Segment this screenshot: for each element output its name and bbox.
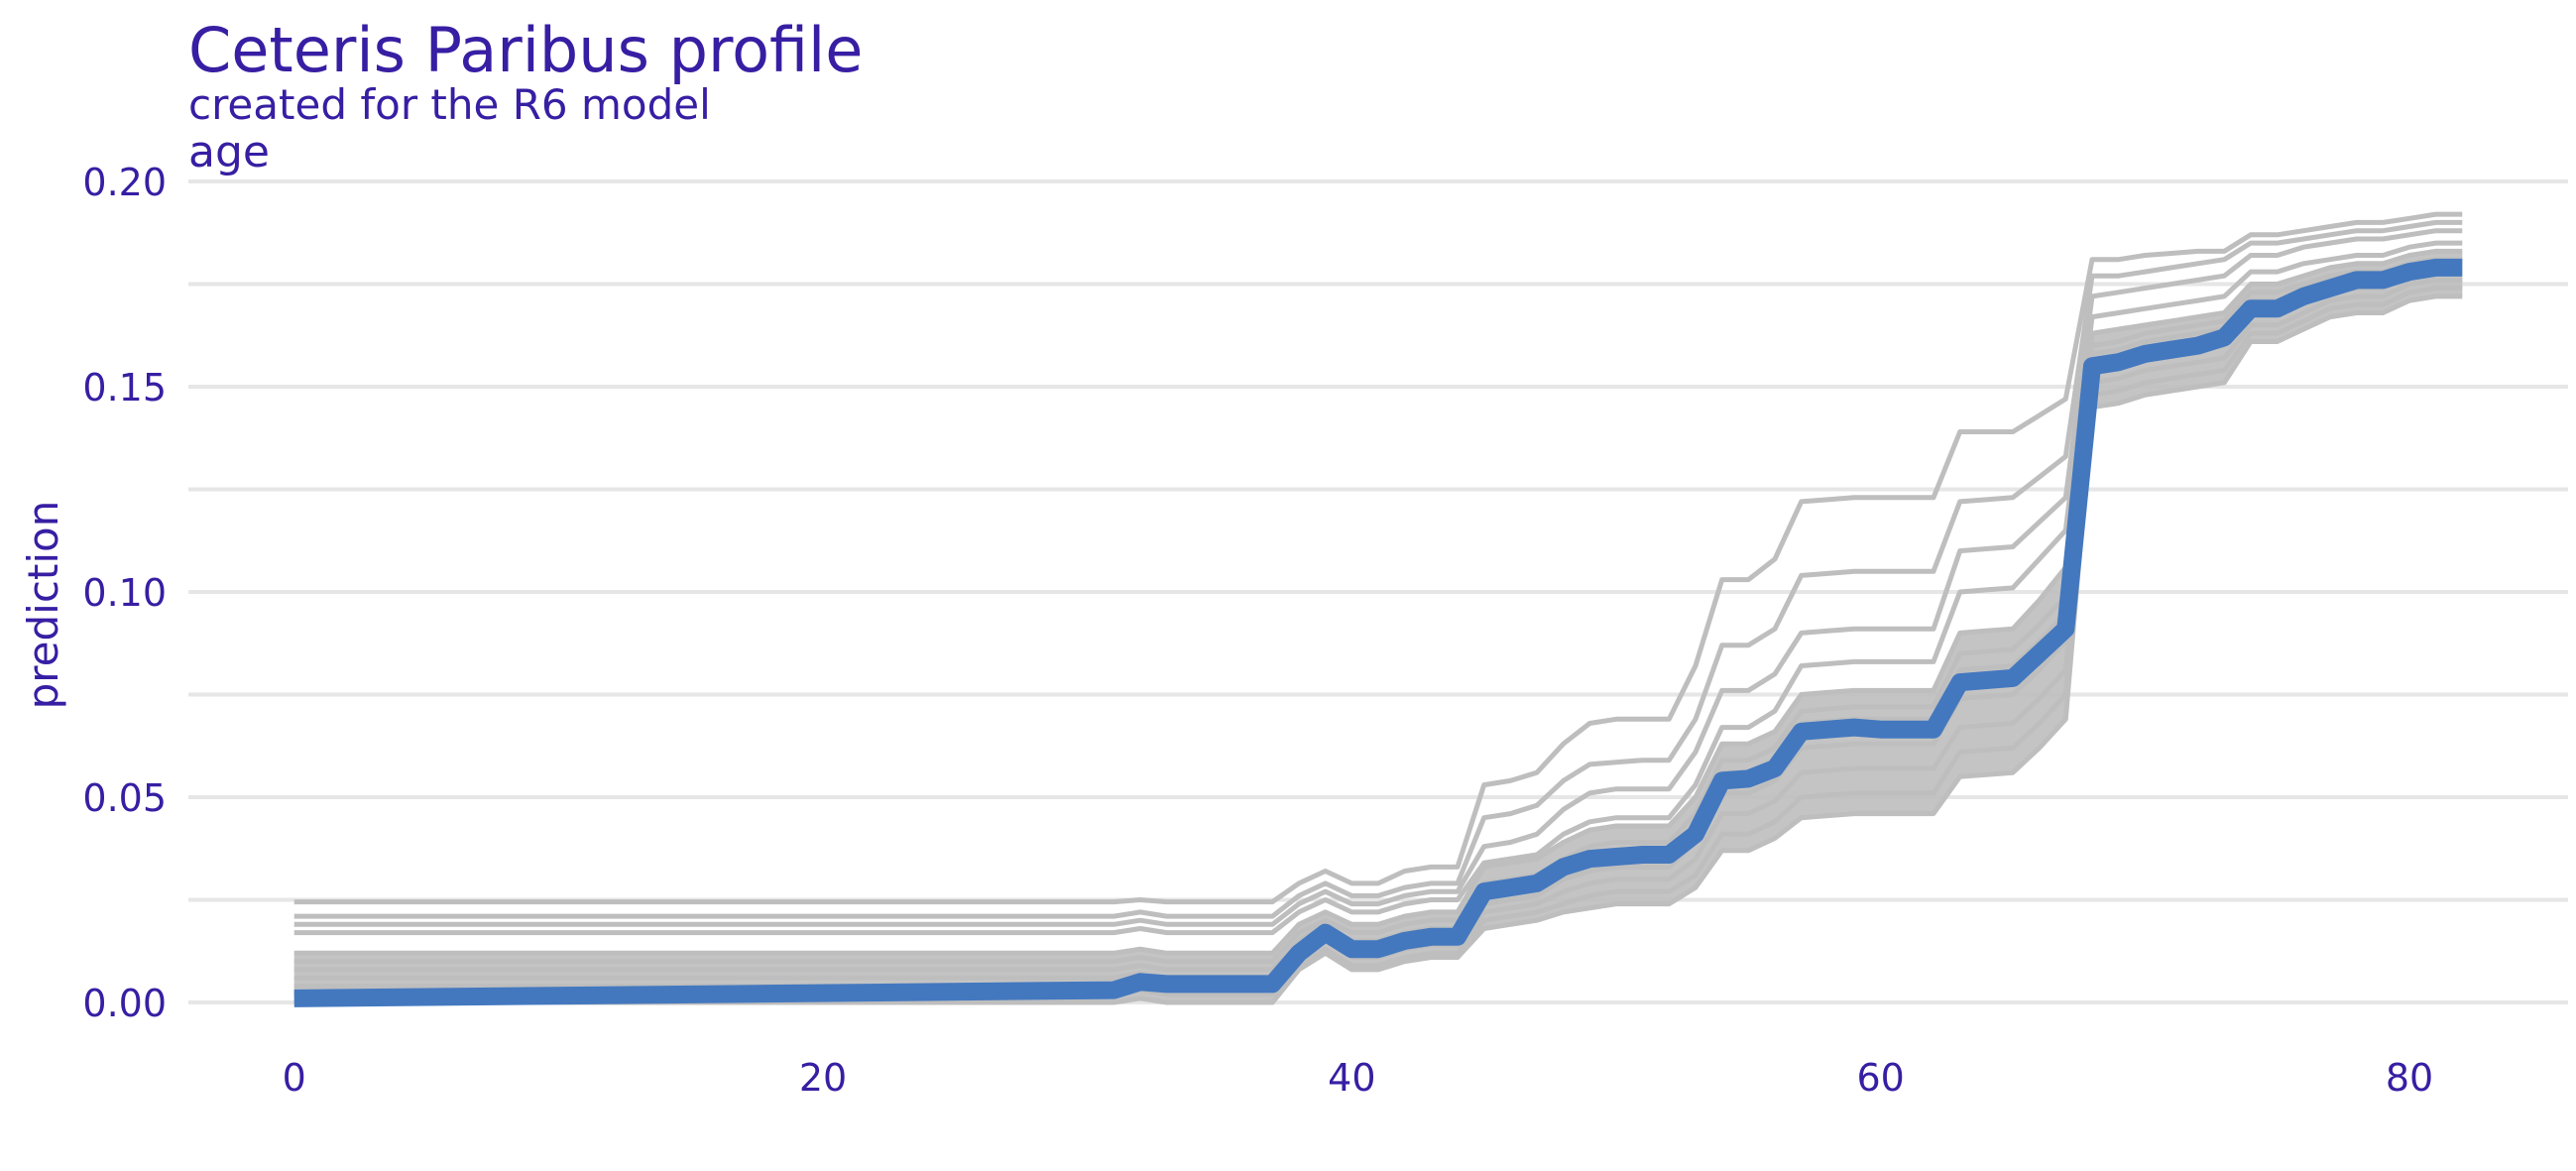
y-tick-label: 0.20 (82, 161, 167, 204)
y-axis-label: prediction (19, 501, 67, 710)
facet-label: age (188, 127, 270, 177)
y-tick-label: 0.00 (82, 982, 167, 1025)
background-profiles (293, 211, 2463, 1005)
chart-title: Ceteris Paribus profile (188, 14, 863, 86)
highlight-series (293, 258, 2463, 1007)
chart-subtitle: created for the R6 model (188, 80, 711, 129)
x-tick-label: 20 (799, 1056, 847, 1100)
y-tick-label: 0.15 (82, 366, 167, 410)
x-tick-label: 80 (2386, 1056, 2433, 1100)
y-tick-label: 0.10 (82, 571, 167, 615)
y-tick-label: 0.05 (82, 776, 167, 820)
x-tick-label: 40 (1328, 1056, 1375, 1100)
x-tick-label: 0 (283, 1056, 306, 1100)
y-tick-labels: 0.00 0.05 0.10 0.15 0.20 (82, 161, 167, 1025)
highlight-profile-line (293, 258, 2463, 1007)
grid-lines (188, 179, 2568, 1004)
profile-line (293, 228, 2463, 927)
x-tick-label: 60 (1856, 1056, 1904, 1100)
profile-line (293, 219, 2463, 919)
x-tick-labels: 0 20 40 60 80 (283, 1056, 2434, 1100)
profile-line (293, 211, 2463, 905)
profile-line (293, 240, 2463, 936)
